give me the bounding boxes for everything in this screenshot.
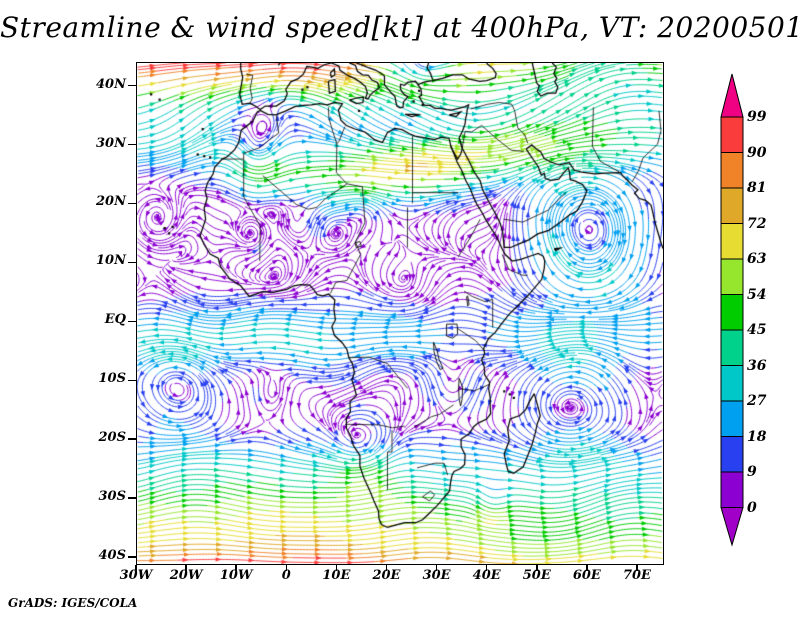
lon-tick-mark <box>285 564 288 571</box>
colorbar <box>720 73 744 547</box>
lat-tick-mark <box>128 438 136 440</box>
colorbar-tick-label: 18 <box>747 428 767 445</box>
lat-tick-label: 40N <box>96 76 126 92</box>
colorbar-tick-label: 0 <box>747 499 757 516</box>
lon-tick-label: 30E <box>422 568 451 583</box>
lat-tick-label: 40S <box>98 548 126 564</box>
lat-tick-label: 10N <box>96 253 126 269</box>
lon-tick-mark <box>485 564 488 571</box>
lat-tick-label: 30N <box>96 135 126 151</box>
colorbar-box <box>720 400 744 437</box>
lon-tick-label: 60E <box>572 568 601 583</box>
map-plot-area <box>136 62 664 565</box>
colorbar-box <box>720 258 744 295</box>
lon-tick-mark <box>135 564 137 571</box>
lat-tick-mark <box>128 497 136 499</box>
lat-tick-mark <box>128 84 136 87</box>
lon-tick-label: 10E <box>322 568 351 583</box>
colorbar-arrow-down <box>720 507 744 547</box>
colorbar-box <box>720 116 744 153</box>
lon-tick-label: 0 <box>281 568 291 583</box>
lon-tick-label: 20W <box>169 568 203 583</box>
lon-tick-mark <box>636 564 638 571</box>
colorbar-tick-label: 72 <box>747 215 767 232</box>
lat-tick-mark <box>128 556 136 558</box>
lon-tick-mark <box>185 564 187 571</box>
lon-tick-label: 40E <box>472 568 501 583</box>
lon-tick-mark <box>435 564 438 571</box>
lon-tick-mark <box>335 564 338 571</box>
colorbar-tick-label: 81 <box>747 180 767 196</box>
lon-tick-label: 70E <box>622 568 651 583</box>
lon-tick-label: 50E <box>522 568 551 583</box>
page-title: Streamline & wind speed[kt] at 400hPa, V… <box>0 11 800 44</box>
lat-tick-mark <box>128 320 136 323</box>
lat-tick-label: 20S <box>98 430 126 446</box>
colorbar-tick-label: 9 <box>747 464 757 480</box>
colorbar-box <box>720 436 744 473</box>
colorbar-arrow-up <box>720 73 744 118</box>
colorbar-box <box>720 294 744 331</box>
colorbar-tick-label: 99 <box>747 109 767 125</box>
colorbar-tick-label: 90 <box>747 144 767 161</box>
streamline-canvas <box>137 63 663 564</box>
colorbar-tick-label: 63 <box>747 251 767 267</box>
lon-tick-mark <box>235 564 237 571</box>
colorbar-box <box>720 187 744 224</box>
lon-tick-mark <box>385 564 388 571</box>
lon-tick-mark <box>536 564 538 571</box>
colorbar-box <box>720 365 744 402</box>
lon-tick-mark <box>586 564 588 571</box>
lat-tick-label: EQ <box>104 312 126 328</box>
lon-tick-label: 30W <box>119 568 153 583</box>
lat-tick-label: 10S <box>98 371 126 387</box>
attribution: GrADS: IGES/COLA <box>8 596 138 610</box>
lon-tick-label: 10W <box>219 568 253 583</box>
lat-tick-mark <box>128 202 136 205</box>
colorbar-box <box>720 223 744 260</box>
lat-tick-label: 30S <box>98 489 126 505</box>
colorbar-tick-label: 36 <box>747 357 767 374</box>
colorbar-box <box>720 329 744 366</box>
lat-tick-label: 20N <box>96 194 126 210</box>
lat-tick-mark <box>128 379 136 382</box>
lon-tick-label: 20E <box>372 568 401 583</box>
lat-tick-mark <box>128 261 136 264</box>
colorbar-tick-label: 27 <box>747 393 767 409</box>
colorbar-tick-label: 45 <box>747 322 767 338</box>
colorbar-box <box>720 471 744 508</box>
colorbar-tick-label: 54 <box>747 286 767 303</box>
colorbar-box <box>720 152 744 189</box>
lat-tick-mark <box>128 143 136 146</box>
